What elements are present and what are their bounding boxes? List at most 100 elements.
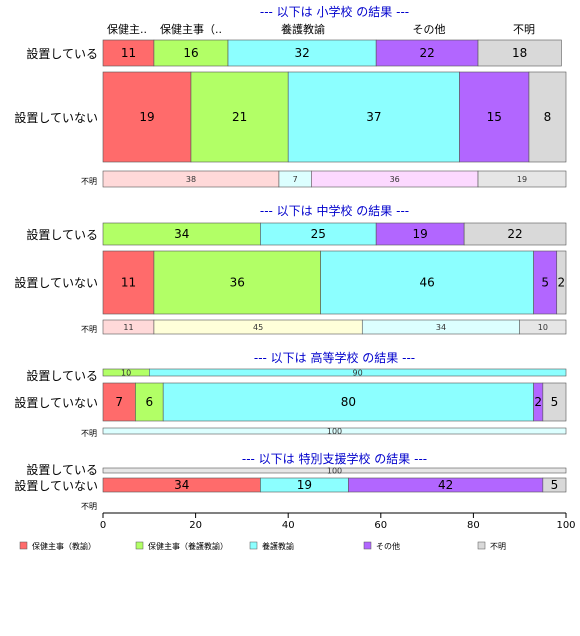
legend-swatch — [249, 541, 258, 550]
data-label: 19 — [413, 227, 428, 241]
data-label: 37 — [366, 110, 381, 124]
x-tick-label: 80 — [467, 520, 480, 531]
data-label: 22 — [419, 46, 434, 60]
column-header: 不明 — [513, 23, 535, 36]
bar-segment — [149, 368, 567, 377]
legend-swatch — [477, 541, 486, 550]
data-label: 11 — [121, 276, 136, 290]
data-label: 6 — [145, 395, 153, 409]
bar-segment — [102, 382, 136, 422]
bar-segment — [542, 382, 567, 422]
data-label: 5 — [541, 276, 549, 290]
data-label: 15 — [487, 110, 502, 124]
data-label: 36 — [230, 276, 245, 290]
bar-segment — [190, 71, 289, 163]
legend-label: 保健主事（教諭） — [32, 541, 96, 551]
data-label: 45 — [253, 323, 263, 332]
data-label: 10 — [121, 369, 131, 378]
bar-segment — [477, 170, 567, 188]
bar-segment — [477, 39, 562, 67]
bar-segment — [519, 319, 567, 335]
row-label: 設置している — [26, 368, 98, 383]
data-label: 11 — [121, 46, 136, 60]
data-label: 34 — [174, 478, 189, 492]
data-label: 16 — [183, 46, 198, 60]
data-label: 7 — [293, 175, 298, 184]
bar-segment — [102, 427, 567, 435]
x-tick-label: 40 — [282, 520, 295, 531]
data-label: 19 — [517, 175, 527, 184]
row-label: 不明 — [81, 502, 97, 511]
bar-segment — [102, 250, 155, 315]
data-label: 90 — [353, 369, 363, 378]
data-label: 34 — [174, 227, 189, 241]
data-label: 42 — [438, 478, 453, 492]
data-label: 100 — [327, 467, 342, 476]
row-label: 設置していない — [14, 478, 98, 493]
legend-swatch — [19, 541, 28, 550]
data-label: 38 — [186, 175, 196, 184]
bar-segment — [459, 71, 530, 163]
data-label: 21 — [232, 110, 247, 124]
legend-swatch — [135, 541, 144, 550]
column-header: 保健主.. — [107, 22, 147, 36]
x-tick-label: 20 — [189, 520, 202, 531]
data-label: 80 — [341, 395, 356, 409]
bar-segment — [463, 222, 567, 246]
row-label: 設置していない — [14, 110, 98, 125]
column-header: 養護教諭 — [281, 22, 325, 36]
data-label: 22 — [507, 227, 522, 241]
data-label: 19 — [139, 110, 154, 124]
bar-segment — [102, 467, 567, 474]
data-label: 10 — [538, 323, 548, 332]
panel-title: --- 以下は 小学校 の結果 --- — [260, 4, 409, 19]
data-label: 19 — [297, 478, 312, 492]
row-label: 設置している — [26, 46, 98, 61]
column-header: その他 — [413, 23, 446, 36]
panel-title: --- 以下は 特別支援学校 の結果 --- — [242, 451, 427, 466]
row-label: 設置していない — [14, 275, 98, 290]
data-label: 18 — [512, 46, 527, 60]
bar-segment — [135, 382, 164, 422]
bar-segment — [375, 39, 479, 67]
data-label: 2 — [534, 395, 542, 409]
data-label: 32 — [294, 46, 309, 60]
x-tick-label: 0 — [100, 520, 106, 531]
data-label: 25 — [311, 227, 326, 241]
row-label: 設置していない — [14, 395, 98, 410]
legend-label: 不明 — [490, 542, 506, 551]
data-label: 7 — [115, 395, 123, 409]
legend-label: その他 — [376, 541, 400, 551]
data-label: 8 — [544, 110, 552, 124]
data-label: 34 — [436, 323, 446, 332]
bar-segment — [287, 71, 460, 163]
bar-segment — [102, 39, 155, 67]
data-label: 11 — [123, 323, 133, 332]
bar-segment — [153, 250, 321, 315]
data-label: 5 — [551, 478, 559, 492]
legend-label: 保健主事（養護教諭） — [148, 541, 228, 551]
row-label: 不明 — [81, 429, 97, 438]
data-label: 100 — [327, 427, 342, 436]
row-label: 不明 — [81, 325, 97, 334]
bar-segment — [528, 71, 567, 163]
bar-segment — [102, 71, 192, 163]
row-label: 設置している — [26, 227, 98, 242]
data-label: 46 — [419, 276, 434, 290]
bar-segment — [542, 477, 567, 493]
column-header: 保健主事（.. — [160, 22, 222, 36]
data-label: 36 — [390, 175, 400, 184]
bar-segment — [320, 250, 534, 315]
bar-segment — [556, 250, 567, 315]
bar-segment — [162, 382, 534, 422]
panel-title: --- 以下は 中学校 の結果 --- — [260, 203, 409, 218]
bar-segment — [227, 39, 377, 67]
row-label: 設置している — [26, 462, 98, 477]
row-label: 不明 — [81, 177, 97, 186]
panel-title: --- 以下は 高等学校 の結果 --- — [254, 350, 415, 365]
legend-swatch — [363, 541, 372, 550]
x-tick-label: 60 — [374, 520, 387, 531]
bar-segment — [153, 39, 229, 67]
data-label: 5 — [551, 395, 559, 409]
